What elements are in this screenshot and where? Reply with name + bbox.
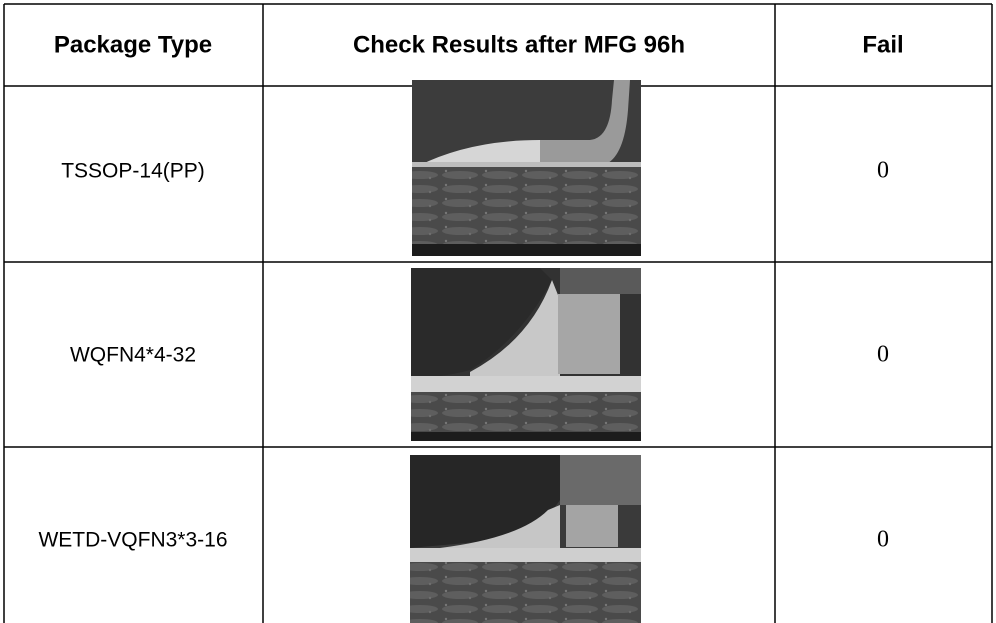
header-cell: Package Type (54, 31, 212, 58)
sem-image (411, 268, 641, 441)
package-type: WQFN4*4-32 (70, 344, 196, 367)
sem-image (410, 455, 641, 623)
fail-count: 0 (877, 342, 889, 368)
package-type: TSSOP-14(PP) (61, 160, 205, 183)
header-cell: Fail (862, 31, 903, 58)
fail-count: 0 (877, 158, 889, 184)
header-cell: Check Results after MFG 96h (353, 31, 685, 58)
fail-count: 0 (877, 527, 889, 553)
page: Package Type Check Results after MFG 96h… (0, 0, 996, 623)
package-type: WETD-VQFN3*3-16 (38, 529, 227, 552)
sem-image (412, 80, 641, 256)
